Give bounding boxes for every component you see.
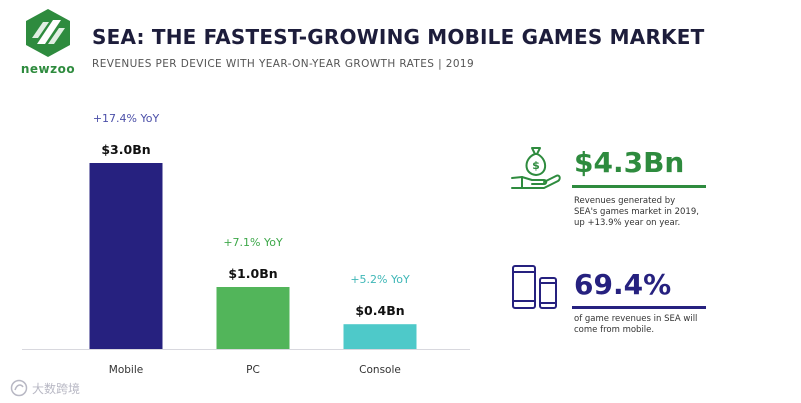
x-tick-label: Mobile xyxy=(109,364,143,376)
growth-label: +5.2% YoY xyxy=(350,273,410,286)
stat-value: 69.4% xyxy=(574,268,672,301)
stat-total-revenue: $ $4.3Bn Revenues generated by SEA's gam… xyxy=(510,140,730,250)
stat-underline xyxy=(572,306,706,309)
stat-value: $4.3Bn xyxy=(574,146,685,179)
bar-mobile xyxy=(89,163,163,349)
growth-label: +7.1% YoY xyxy=(223,236,283,249)
watermark-logo-icon xyxy=(10,379,28,397)
mobile-devices-icon xyxy=(512,265,557,309)
value-label: $1.0Bn xyxy=(228,266,277,281)
bar-pc xyxy=(216,287,290,349)
bar-console xyxy=(343,324,417,349)
growth-label: +17.4% YoY xyxy=(93,112,160,125)
stat-description: of game revenues in SEA will come from m… xyxy=(574,314,698,335)
stat-description: Revenues generated by SEA's games market… xyxy=(574,196,699,228)
logo-wordmark: newzoo xyxy=(20,62,76,76)
page-subtitle: REVENUES PER DEVICE WITH YEAR-ON-YEAR GR… xyxy=(92,58,475,70)
svg-text:$: $ xyxy=(532,159,540,172)
watermark-text: 大数跨境 xyxy=(32,381,81,396)
money-bag-hand-icon: $ xyxy=(511,147,561,189)
value-label: $3.0Bn xyxy=(101,142,150,157)
stat-underline xyxy=(572,185,706,188)
newzoo-logo: newzoo xyxy=(16,8,80,80)
x-tick-label: Console xyxy=(359,364,401,376)
x-tick-label: PC xyxy=(246,364,260,376)
value-label: $0.4Bn xyxy=(355,303,404,318)
page-title: SEA: THE FASTEST-GROWING MOBILE GAMES MA… xyxy=(92,25,705,49)
stat-mobile-share: 69.4% of game revenues in SEA will come … xyxy=(510,262,730,352)
watermark: 大数跨境 xyxy=(10,378,80,398)
newzoo-logo-icon xyxy=(26,9,70,57)
